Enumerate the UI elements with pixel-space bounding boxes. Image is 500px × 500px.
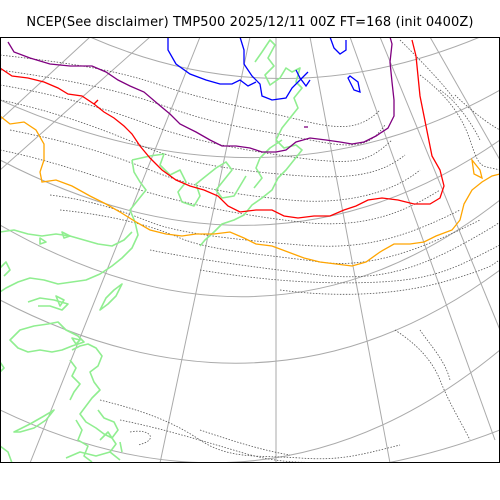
meridian-line: [309, 37, 391, 463]
latitude-line: [0, 269, 500, 364]
map-canvas: [0, 37, 500, 463]
coastline: [0, 39, 303, 463]
contour-red: [0, 39, 445, 219]
contour-orange: [0, 115, 500, 267]
latitude-line: [89, 37, 481, 79]
contour-blue: [167, 37, 361, 101]
meridian-line: [0, 37, 91, 121]
coastline-segment: [119, 441, 123, 453]
meridian-line: [349, 37, 496, 441]
latitude-line: [120, 429, 500, 463]
latitude-line: [0, 139, 500, 226]
coastline-segment: [0, 261, 11, 277]
coastline-segment: [69, 359, 81, 401]
meridian-line: [29, 37, 201, 463]
coastline-segment: [253, 139, 283, 189]
graticule: [0, 37, 500, 463]
coastline-segment: [75, 419, 93, 463]
map-background: [0, 37, 500, 463]
coastline-segment: [9, 321, 85, 353]
coastline-segment: [71, 343, 119, 439]
coastline-segment: [0, 445, 13, 463]
coastline-segment: [65, 451, 121, 461]
coastline-segment: [55, 295, 65, 307]
meridian-line: [159, 37, 251, 463]
latitude-line: [0, 199, 500, 298]
meridian-line: [429, 37, 500, 161]
coastline-segment: [199, 39, 303, 247]
coastline-segment: [0, 159, 147, 293]
latitude-line: [0, 349, 500, 463]
coastline-segment: [39, 237, 47, 245]
coastline-segment: [71, 337, 81, 345]
coastline-segment: [61, 231, 71, 239]
coastline-segment: [131, 153, 247, 207]
coastline-segment: [99, 431, 117, 453]
contour-purple: [7, 37, 395, 153]
meridian-line: [379, 37, 500, 331]
map-title: NCEP(See disclaimer) TMP500 2025/12/11 0…: [26, 15, 474, 30]
meridian-line: [0, 37, 151, 171]
coastline-segment: [13, 409, 55, 433]
coastline-segment: [99, 283, 123, 311]
coastline-segment: [0, 361, 5, 373]
coastline-segment: [27, 297, 69, 311]
map-panel: [0, 37, 500, 463]
isotherm-contours: [0, 39, 500, 463]
